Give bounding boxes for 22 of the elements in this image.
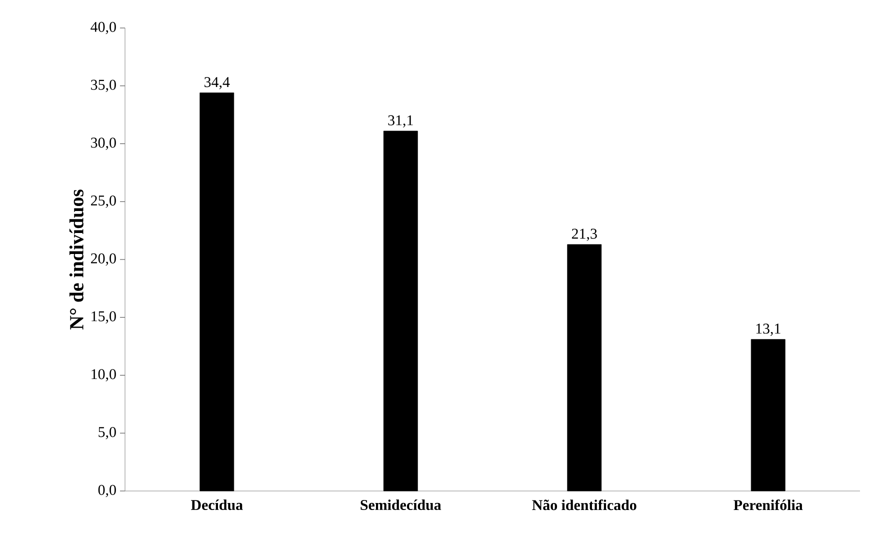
y-tick-label: 20,0: [90, 253, 116, 266]
y-tick-label: 25,0: [90, 195, 116, 208]
y-tick-label: 40,0: [90, 22, 116, 34]
data-label: 13,1: [756, 324, 780, 336]
y-tick-label: 15,0: [92, 311, 116, 324]
bar: [200, 92, 234, 492]
x-tick-label: Não identificado: [532, 500, 636, 510]
data-label: 34,4: [204, 77, 230, 90]
x-tick-label: Decídua: [190, 500, 243, 510]
data-label: 31,1: [388, 115, 413, 128]
bar: [567, 244, 602, 492]
y-axis-title: N° de indivíduos: [69, 190, 84, 330]
x-tick-label: Perenifólia: [734, 500, 803, 510]
y-tick-label: 0,0: [98, 484, 116, 498]
y-tick-label: 35,0: [91, 80, 116, 92]
y-tick-label: 30,0: [91, 138, 116, 150]
bar: [750, 339, 786, 492]
x-tick-label: Semidecídua: [360, 500, 442, 510]
bar: [383, 130, 418, 492]
y-tick-label: 5,0: [98, 426, 116, 440]
data-label: 21,3: [572, 228, 597, 241]
y-tick-label: 10,0: [92, 369, 116, 382]
